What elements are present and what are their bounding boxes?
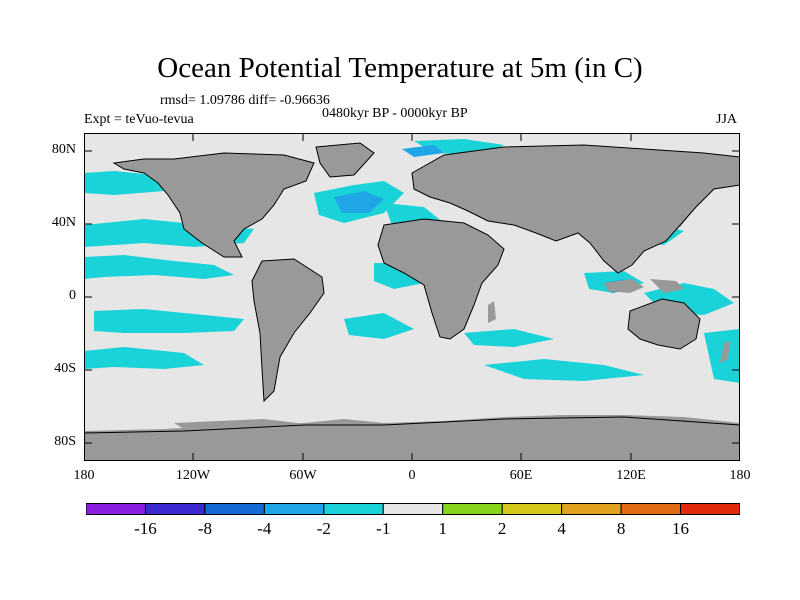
- australia: [628, 299, 700, 349]
- axis-ticks: [84, 133, 740, 461]
- experiment-label: Expt = teVuo-tevua: [84, 112, 194, 127]
- colorbar-tick-label: 16: [672, 519, 690, 538]
- season-label: JJA: [716, 112, 738, 127]
- colorbar-box: [382, 503, 444, 515]
- lon-label-120e: 120E: [616, 468, 646, 483]
- lat-label-0: 0: [69, 288, 76, 303]
- lon-label-180w: 180: [73, 468, 95, 483]
- colorbar-tick-label: 8: [616, 519, 626, 538]
- colorbar-box: [144, 503, 206, 515]
- lat-label-80n: 80N: [51, 142, 76, 157]
- lon-label-180e: 180: [729, 468, 751, 483]
- north-america: [114, 153, 314, 257]
- lon-label-60e: 60E: [509, 468, 533, 483]
- colorbar-box: [442, 503, 503, 515]
- colorbar-box: [323, 503, 384, 515]
- colorbar-box: [204, 503, 265, 515]
- colorbar-tick-label: -2: [316, 519, 331, 538]
- colorbar-tick-label: 4: [557, 519, 566, 538]
- period-label: 0480kyr BP - 0000kyr BP: [322, 106, 468, 121]
- colorbar-boxes: [86, 503, 740, 515]
- africa: [378, 219, 504, 339]
- colorbar-box: [86, 503, 146, 515]
- map-panel: [83, 133, 741, 461]
- colorbar-tick-label: 2: [497, 519, 507, 538]
- colorbar-tick-label: -1: [376, 519, 391, 538]
- lon-label-120w: 120W: [175, 468, 211, 483]
- colorbar-tick-label: 1: [438, 519, 447, 538]
- lon-label-60w: 60W: [289, 468, 317, 483]
- madagascar: [488, 301, 496, 323]
- south-america: [252, 259, 324, 401]
- new-zealand: [720, 341, 730, 363]
- colorbar-box: [620, 503, 682, 515]
- colorbar-tick-label: -16: [134, 519, 157, 538]
- new-guinea: [650, 279, 684, 293]
- colorbar: [86, 503, 740, 515]
- colorbar-tick-label: -4: [257, 519, 272, 538]
- colorbar-box: [561, 503, 622, 515]
- stats-label: rmsd= 1.09786 diff= -0.96636: [160, 93, 330, 108]
- land-masses: [84, 143, 740, 461]
- map-svg: [83, 133, 741, 461]
- lon-label-0: 0: [408, 468, 416, 483]
- coastlines: [83, 142, 741, 434]
- chart-title: Ocean Potential Temperature at 5m (in C): [157, 52, 643, 84]
- maritime-continent: [604, 279, 644, 293]
- colorbar-box: [501, 503, 563, 515]
- eurasia: [412, 145, 740, 273]
- lat-label-40n: 40N: [51, 215, 76, 230]
- lat-label-80s: 80S: [54, 434, 76, 449]
- lat-label-40s: 40S: [54, 361, 76, 376]
- colorbar-tick-label: -8: [197, 519, 212, 538]
- colorbar-box: [680, 503, 740, 515]
- colorbar-box: [263, 503, 325, 515]
